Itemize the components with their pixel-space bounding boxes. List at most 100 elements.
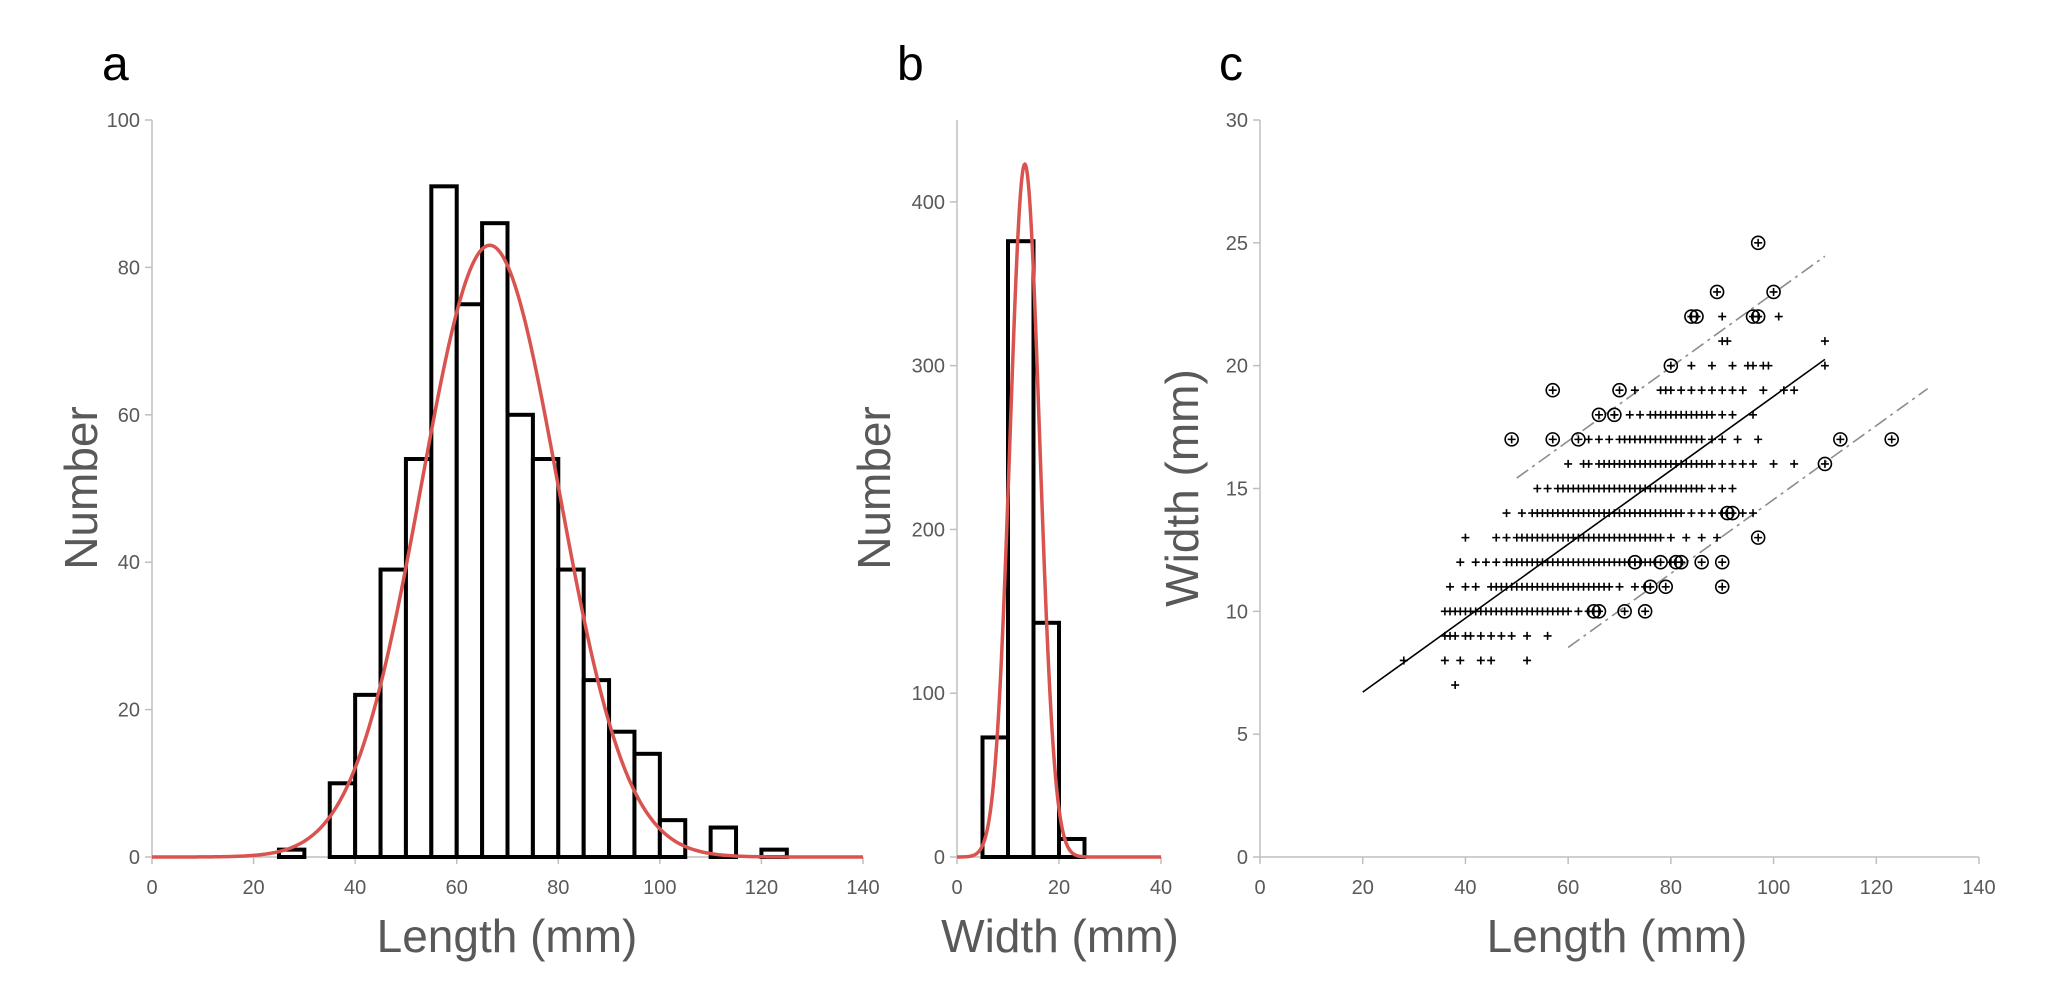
- panel-c-scatter-point: [1723, 337, 1732, 346]
- panel-c-scatter-point: [1728, 459, 1737, 468]
- panel-c-scatter-point: [1707, 410, 1716, 419]
- panel-c-y-tick-label: 10: [1226, 601, 1248, 623]
- panel-c-scatter-point: [1487, 656, 1496, 665]
- panel-c-scatter-point: [1543, 484, 1552, 493]
- panel-a-x-tick-label: 60: [446, 877, 468, 899]
- panel-a-y-tick-label: 20: [118, 700, 140, 722]
- panel-c-fit-lines: [1362, 255, 1929, 693]
- panel-c-scatter-point: [1790, 459, 1799, 468]
- panel-c-scatter-point: [1718, 582, 1727, 591]
- panel-c-y-tick-label: 20: [1226, 356, 1248, 378]
- panel-c-outlier-marker: [1750, 309, 1766, 324]
- panel-a-histogram-bar: [429, 184, 459, 859]
- panel-c-scatter-point: [1481, 558, 1490, 567]
- panel-c-scatter-point: [1456, 558, 1465, 567]
- panel-c-scatter-point: [1620, 607, 1629, 616]
- panel-c-x-tick-label: 20: [1352, 877, 1374, 899]
- panel-c-y-tick-label: 15: [1226, 479, 1248, 501]
- panel-c-scatter-point: [1523, 656, 1532, 665]
- panel-b-y-tick-label: 200: [912, 519, 945, 541]
- panel-c-scatter-point: [1646, 582, 1655, 591]
- panel-c-scatter-point: [1764, 361, 1773, 370]
- panel-a-y-tick-label: 40: [118, 552, 140, 574]
- panel-c-x-tick-label: 120: [1860, 877, 1893, 899]
- panel-c: c 0 20 40 60 80 100 120 140 0 5 10 15 20 25 30 Length …: [1156, 38, 1996, 962]
- panel-c-scatter-point: [1749, 410, 1758, 419]
- panel-a-histogram-bar: [607, 729, 637, 860]
- panel-c-outlier-marker: [1612, 382, 1627, 398]
- panel-c-x-axis-title: Length (mm): [1487, 910, 1748, 962]
- panel-c-outlier-marker: [1545, 382, 1561, 398]
- panel-c-scatter-point: [1697, 533, 1706, 542]
- panel-c-scatter-point: [1759, 386, 1768, 395]
- panel-c-outlier-marker: [1643, 579, 1658, 595]
- panel-a-y-axis-title: Number: [55, 406, 107, 570]
- panel-c-scatter-point: [1718, 484, 1727, 493]
- panel-c-outlier-marker: [1571, 432, 1586, 447]
- panel-c-scatter-point: [1605, 582, 1614, 591]
- panel-letter-a: a: [102, 38, 129, 91]
- panel-a-y-tick-label: 0: [129, 847, 140, 869]
- panel-c-outlier-marker: [1591, 604, 1607, 619]
- panel-c-scatter-point: [1584, 435, 1593, 444]
- panel-a-y-tick-label: 60: [118, 405, 140, 427]
- panel-a-x-tick-label: 20: [242, 877, 264, 899]
- panel-a-x-tick-label: 40: [344, 877, 366, 899]
- panel-c-ticks: 0 20 40 60 80 100 120 140 0 5 10 15 20 25 30: [1226, 110, 1996, 899]
- panel-c-scatter-point: [1707, 484, 1716, 493]
- panel-c-y-tick-label: 0: [1237, 847, 1248, 869]
- panel-c-outlier-marker: [1607, 407, 1622, 423]
- panel-c-scatter-point: [1630, 582, 1639, 591]
- panel-c-scatter-point: [1728, 410, 1737, 419]
- panel-c-outlier-marker: [1663, 358, 1679, 373]
- panel-c-scatter-point: [1738, 459, 1747, 468]
- panel-c-scatter-point: [1523, 631, 1532, 640]
- panel-c-scatter-point: [1697, 558, 1706, 567]
- panel-c-scatter-point: [1630, 386, 1639, 395]
- panel-c-scatter-point: [1466, 631, 1475, 640]
- panel-c-scatter-point: [1661, 582, 1670, 591]
- panel-c-outlier-marker: [1637, 604, 1653, 619]
- panel-c-scatter-point: [1502, 533, 1511, 542]
- panel-c-outlier-marker: [1617, 604, 1632, 619]
- panel-b-y-tick-label: 100: [912, 683, 945, 705]
- panel-c-scatter-point: [1548, 435, 1557, 444]
- panel-c-scatter-point: [1718, 312, 1727, 321]
- panel-c-outlier-marker: [1627, 554, 1643, 570]
- panel-c-scatter-point: [1774, 312, 1783, 321]
- panel-b-bars: [980, 239, 1087, 860]
- panel-c-scatter-point: [1697, 435, 1706, 444]
- panel-c-scatter-point: [1687, 386, 1696, 395]
- panel-c-scatter-point: [1754, 533, 1763, 542]
- panel-c-scatter-point: [1584, 459, 1593, 468]
- panel-b-x-tick-label: 40: [1150, 877, 1172, 899]
- panel-c-scatter-point: [1718, 410, 1727, 419]
- panel-c-outlier-marker: [1817, 456, 1833, 472]
- panel-c-y-axis-title: Width (mm): [1156, 369, 1208, 607]
- panel-c-outlier-marker: [1689, 309, 1704, 324]
- panel-c-x-tick-label: 100: [1757, 877, 1790, 899]
- panel-c-scatter-point: [1718, 386, 1727, 395]
- panel-c-scatter-point: [1697, 386, 1706, 395]
- panel-a-bars: [276, 184, 789, 860]
- panel-c-scatter-point: [1697, 484, 1706, 493]
- panel-c-x-tick-label: 40: [1454, 877, 1476, 899]
- panel-c-scatter-point: [1687, 361, 1696, 370]
- panel-a-ticks: 0 20 40 60 80 100 120 140 0 20 40 60 80 100: [107, 110, 880, 899]
- panel-c-y-tick-label: 25: [1226, 233, 1248, 255]
- panel-c-scatter-point: [1543, 631, 1552, 640]
- panel-c-scatter-point: [1754, 238, 1763, 247]
- panel-c-scatter-point: [1461, 582, 1470, 591]
- panel-c-scatter-point: [1707, 435, 1716, 444]
- panel-c-scatter-point: [1718, 435, 1727, 444]
- panel-a-histogram-bar: [454, 302, 485, 859]
- panel-c-scatter-point: [1399, 656, 1408, 665]
- panel-c-outlier-marker: [1658, 579, 1674, 595]
- panel-a-histogram-bar: [556, 567, 586, 859]
- panel-c-x-tick-label: 0: [1254, 877, 1265, 899]
- panel-c-scatter-point: [1754, 312, 1763, 321]
- panel-c-scatter-point: [1738, 386, 1747, 395]
- panel-c-scatter-point: [1738, 509, 1747, 518]
- panel-c-scatter-point: [1502, 509, 1511, 518]
